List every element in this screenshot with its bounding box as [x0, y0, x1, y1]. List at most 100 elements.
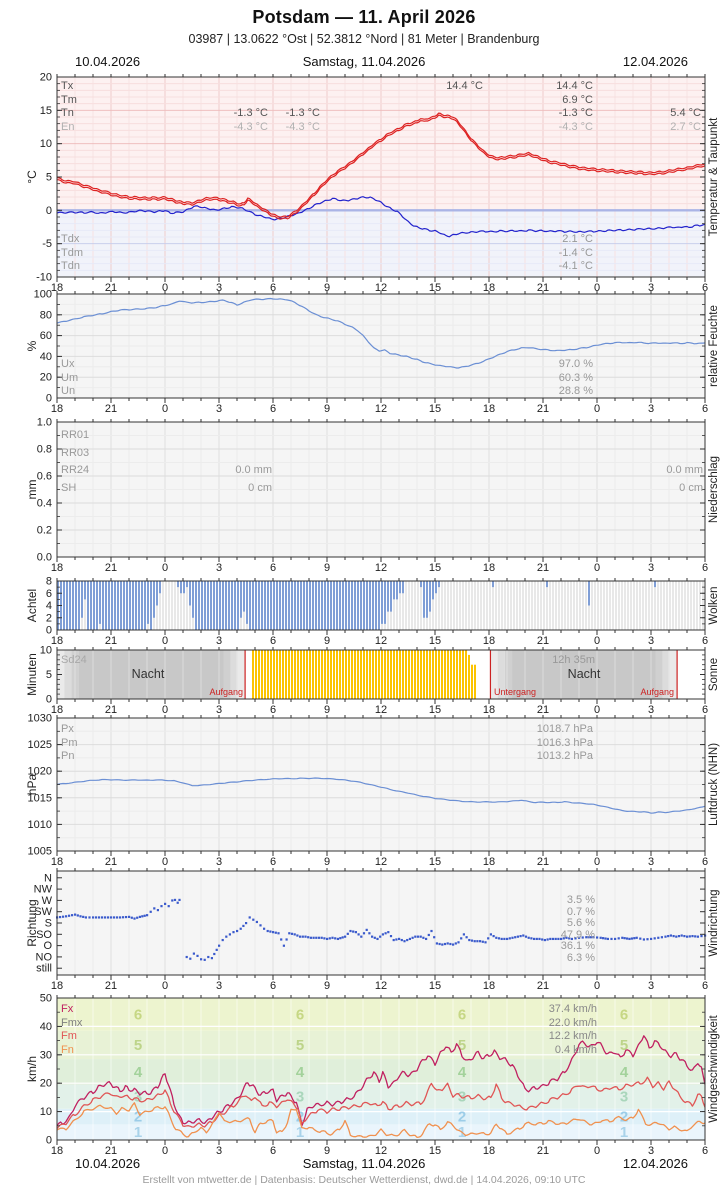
- x-tick-label: 3: [216, 282, 222, 294]
- x-tick-label: 21: [105, 282, 117, 294]
- x-tick-label: 15: [429, 980, 441, 992]
- x-tick-label: 15: [429, 282, 441, 294]
- x-tick-label: 0: [162, 562, 168, 574]
- panel-relative-humidity: 18 21 0 3 6 9 12 15 18 21 0 3 6 100 80 60 40 20 0% relative…: [25, 289, 720, 416]
- date-top-center: Samstag, 11.04.2026: [302, 54, 426, 69]
- date-bottom-left: 10.04.2026: [75, 1156, 141, 1171]
- beaufort-number: 5: [458, 1037, 466, 1054]
- x-tick-label: 6: [270, 980, 276, 992]
- axis-unit-left: %: [25, 340, 39, 351]
- y-tick-label: -5: [42, 238, 52, 250]
- x-tick-label: 0: [162, 980, 168, 992]
- date-top-left: 10.04.2026: [75, 54, 141, 69]
- y-tick-label: 0: [46, 205, 52, 217]
- x-tick-label: 21: [105, 1145, 117, 1157]
- x-tick-label: 21: [105, 562, 117, 574]
- axis-unit-left: hPa: [25, 774, 39, 796]
- axis-label-right: Luftdruck (NHN): [708, 743, 720, 826]
- x-tick-label: 21: [537, 635, 549, 647]
- x-tick-label: 3: [648, 980, 654, 992]
- x-tick-label: 9: [324, 282, 330, 294]
- x-tick-label: 12: [375, 1145, 387, 1157]
- x-tick-label: 21: [105, 856, 117, 868]
- y-tick-label: 0: [46, 1135, 52, 1147]
- beaufort-number: 6: [458, 1006, 466, 1023]
- x-tick-label: 3: [648, 282, 654, 294]
- date-bottom-right: 12.04.2026: [622, 1156, 688, 1171]
- y-tick-label: 1030: [28, 713, 52, 725]
- beaufort-number: 2: [620, 1109, 628, 1126]
- y-tick-label: 1015: [28, 792, 52, 804]
- y-tick-label: 1010: [28, 819, 52, 831]
- x-tick-label: 18: [51, 704, 63, 716]
- x-tick-label: 0: [162, 403, 168, 415]
- x-tick-label: 18: [483, 856, 495, 868]
- panel-sunshine: 18 21 0 3 6 9 12 15 18 21 0 3 6 10 5 0 Minuten Sonne: [25, 645, 720, 717]
- x-tick-label: 12: [375, 704, 387, 716]
- panel-temperature-dewpoint: 18 21 0 3 6 9 12 15 18 21 0 3 6 20 15 10 5 0 -5 -10 °C Temper…: [25, 72, 720, 295]
- x-tick-label: 6: [270, 282, 276, 294]
- beaufort-number: 5: [620, 1037, 628, 1054]
- x-tick-label: 6: [702, 980, 708, 992]
- x-tick-label: 0: [594, 635, 600, 647]
- x-tick-label: 21: [537, 704, 549, 716]
- y-tick-label: 0: [46, 625, 52, 637]
- y-tick-label: still: [36, 963, 52, 975]
- y-tick-label: 1025: [28, 739, 52, 751]
- x-tick-label: 3: [216, 856, 222, 868]
- axis-unit-left: mm: [25, 480, 39, 500]
- y-tick-label: 15: [40, 105, 52, 117]
- page-subtitle: 03987 | 13.0622 °Ost | 52.3812 °Nord | 8…: [188, 32, 540, 46]
- y-tick-label: S: [45, 918, 52, 930]
- x-tick-label: 12: [375, 980, 387, 992]
- x-tick-label: 6: [270, 635, 276, 647]
- x-tick-label: 21: [105, 704, 117, 716]
- x-tick-label: 18: [51, 562, 63, 574]
- x-tick-label: 3: [216, 403, 222, 415]
- y-tick-label: 30: [40, 1049, 52, 1061]
- x-tick-label: 6: [702, 856, 708, 868]
- x-tick-label: 18: [51, 403, 63, 415]
- beaufort-number: 3: [296, 1089, 304, 1106]
- y-tick-label: 20: [40, 372, 52, 384]
- y-tick-label: 8: [46, 576, 52, 588]
- x-tick-label: 21: [105, 403, 117, 415]
- y-tick-label: NO: [36, 951, 53, 963]
- x-tick-label: 18: [483, 403, 495, 415]
- y-tick-label: 0: [46, 694, 52, 706]
- x-tick-label: 6: [702, 403, 708, 415]
- x-tick-label: 21: [537, 403, 549, 415]
- y-tick-label: 1005: [28, 846, 52, 858]
- x-tick-label: 18: [51, 635, 63, 647]
- x-tick-label: 0: [162, 635, 168, 647]
- y-tick-label: SO: [36, 929, 52, 941]
- x-tick-label: 0: [162, 282, 168, 294]
- x-tick-label: 6: [702, 562, 708, 574]
- y-tick-label: 10: [40, 1106, 52, 1118]
- x-tick-label: 6: [270, 704, 276, 716]
- y-tick-label: 10: [40, 645, 52, 657]
- x-tick-label: 18: [483, 282, 495, 294]
- y-tick-label: O: [43, 940, 52, 952]
- axis-label-right: Temperatur & Taupunkt: [708, 117, 720, 236]
- x-tick-label: 9: [324, 635, 330, 647]
- x-tick-label: 12: [375, 856, 387, 868]
- y-tick-label: 0: [46, 393, 52, 405]
- x-tick-label: 15: [429, 856, 441, 868]
- x-tick-label: 9: [324, 704, 330, 716]
- x-tick-label: 0: [594, 282, 600, 294]
- y-tick-label: 0.0: [37, 552, 52, 564]
- x-tick-label: 3: [648, 704, 654, 716]
- x-tick-label: 12: [375, 282, 387, 294]
- date-bottom-center: Samstag, 11.04.2026: [302, 1156, 426, 1171]
- y-tick-label: 0.6: [37, 471, 52, 483]
- axis-unit-left: Richtung: [25, 899, 39, 946]
- x-tick-label: 6: [270, 1145, 276, 1157]
- y-tick-label: 10: [40, 138, 52, 150]
- beaufort-number: 6: [134, 1006, 142, 1023]
- x-tick-label: 18: [483, 980, 495, 992]
